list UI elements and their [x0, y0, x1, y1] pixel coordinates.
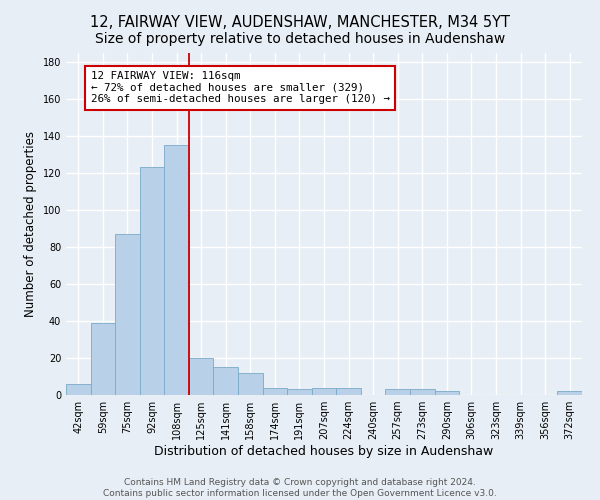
Bar	[287, 390, 312, 395]
Bar	[164, 145, 189, 395]
Text: Size of property relative to detached houses in Audenshaw: Size of property relative to detached ho…	[95, 32, 505, 46]
Bar	[434, 392, 459, 395]
Text: 12, FAIRWAY VIEW, AUDENSHAW, MANCHESTER, M34 5YT: 12, FAIRWAY VIEW, AUDENSHAW, MANCHESTER,…	[90, 15, 510, 30]
Bar	[312, 388, 336, 395]
Bar	[336, 388, 361, 395]
Bar	[385, 390, 410, 395]
Bar	[557, 392, 582, 395]
Bar	[214, 367, 238, 395]
Bar	[91, 323, 115, 395]
Bar	[140, 168, 164, 395]
Bar	[189, 358, 214, 395]
X-axis label: Distribution of detached houses by size in Audenshaw: Distribution of detached houses by size …	[154, 445, 494, 458]
Bar	[263, 388, 287, 395]
Y-axis label: Number of detached properties: Number of detached properties	[24, 130, 37, 317]
Bar	[410, 390, 434, 395]
Text: 12 FAIRWAY VIEW: 116sqm
← 72% of detached houses are smaller (329)
26% of semi-d: 12 FAIRWAY VIEW: 116sqm ← 72% of detache…	[91, 71, 389, 104]
Bar	[66, 384, 91, 395]
Bar	[238, 373, 263, 395]
Text: Contains HM Land Registry data © Crown copyright and database right 2024.
Contai: Contains HM Land Registry data © Crown c…	[103, 478, 497, 498]
Bar	[115, 234, 140, 395]
